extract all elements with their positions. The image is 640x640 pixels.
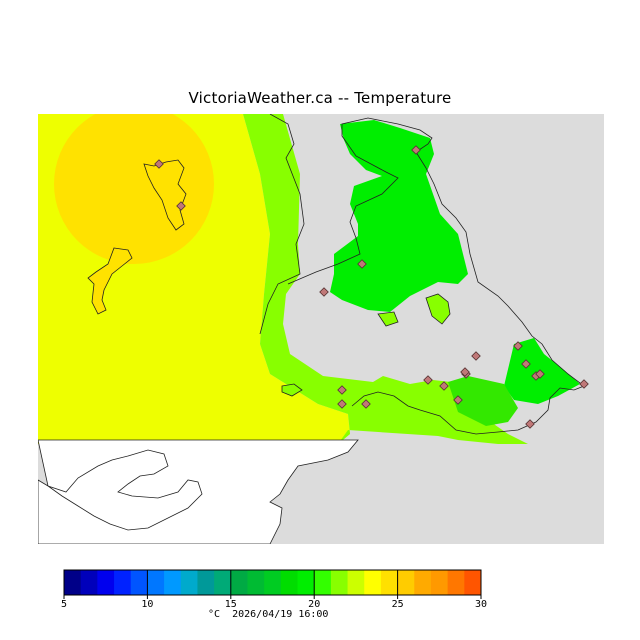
station-marker <box>337 399 347 409</box>
station-marker <box>453 395 463 405</box>
temperature-zone-18-19 <box>504 338 580 404</box>
legend-caption: °C 2026/04/19 16:00 <box>208 609 328 620</box>
station-marker <box>460 367 470 377</box>
station-marker <box>521 359 531 369</box>
station-marker <box>579 379 589 389</box>
legend-swatch <box>380 570 399 595</box>
island-small-a <box>425 293 451 325</box>
legend-swatch <box>264 570 282 595</box>
station-marker <box>411 145 421 155</box>
legend-swatch <box>397 570 415 595</box>
legend-swatch <box>464 570 482 595</box>
legend-swatch <box>197 570 215 595</box>
legend-tick-label: 20 <box>308 599 320 610</box>
island-west <box>87 247 133 315</box>
legend-swatch <box>80 570 98 595</box>
legend-labels: 5 10 15 20 25 30 <box>61 599 487 610</box>
legend-swatch <box>297 570 315 595</box>
legend-ticks <box>63 570 482 599</box>
island-small-b <box>281 383 303 397</box>
legend-swatch <box>64 570 82 595</box>
station-marker <box>513 341 523 351</box>
legend-tick-label: 15 <box>225 599 237 610</box>
map-title: VictoriaWeather.ca -- Temperature <box>188 89 452 107</box>
legend-tick-label: 30 <box>475 599 487 610</box>
legend-tick-label: 25 <box>392 599 404 610</box>
legend-swatch <box>230 570 248 595</box>
legend-swatch <box>147 570 165 595</box>
land-mass-south <box>38 439 359 544</box>
coastline-peninsula <box>287 117 585 435</box>
legend-swatch <box>114 570 132 595</box>
legend-swatch <box>330 570 349 595</box>
temperature-map <box>38 114 604 544</box>
units-label: °C <box>208 609 221 620</box>
station-marker <box>439 381 449 391</box>
legend-swatch <box>214 570 232 595</box>
legend-swatch <box>97 570 115 595</box>
legend-swatch <box>164 570 182 595</box>
station-marker <box>357 259 367 269</box>
legend-swatch <box>414 570 432 595</box>
station-marker <box>319 287 329 297</box>
legend-swatch <box>430 570 449 595</box>
station-marker <box>471 351 481 361</box>
legend-tick-label: 5 <box>61 599 67 610</box>
station-marker <box>535 369 545 379</box>
station-marker <box>337 385 347 395</box>
legend-swatch <box>247 570 265 595</box>
legend-swatches <box>63 569 482 596</box>
legend-swatch <box>347 570 365 595</box>
legend-swatch <box>280 570 299 595</box>
temperature-zone-18-19 <box>448 376 518 426</box>
station-marker <box>423 375 433 385</box>
timestamp: 2026/04/19 16:00 <box>232 609 329 620</box>
station-markers <box>154 145 589 429</box>
legend-swatch <box>130 570 148 595</box>
station-marker <box>154 159 164 169</box>
color-scale-legend: 5 10 15 20 25 30 <box>61 569 487 610</box>
legend-swatch <box>314 570 332 595</box>
station-marker <box>525 419 535 429</box>
temperature-zone-20-21 <box>243 114 528 444</box>
legend-tick-label: 10 <box>141 599 153 610</box>
station-marker <box>176 201 186 211</box>
coastline-inlet <box>259 114 305 335</box>
station-marker <box>361 399 371 409</box>
legend-swatch <box>180 570 198 595</box>
legend-swatch <box>447 570 465 595</box>
island-saltspring <box>143 159 187 231</box>
legend-swatch <box>364 570 382 595</box>
island-small-c <box>377 311 399 327</box>
